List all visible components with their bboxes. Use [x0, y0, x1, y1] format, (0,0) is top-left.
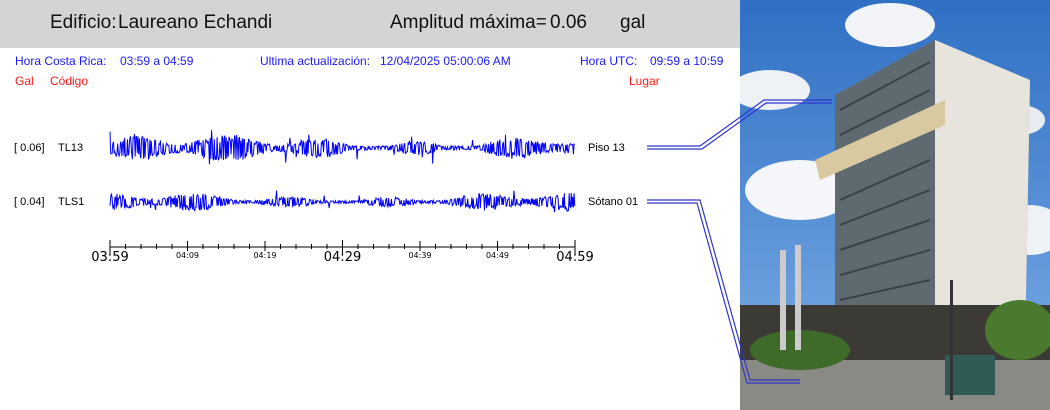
column-place: Lugar: [629, 74, 660, 88]
channel-1-code: TL13: [58, 142, 84, 154]
max-amplitude-value: 0.06: [550, 12, 587, 33]
time-tick-label-minor: 04:49: [486, 251, 509, 260]
time-tick-label-major: 03:59: [91, 250, 128, 265]
time-tick-label-major: 04:29: [324, 250, 361, 265]
header-bar: Edificio: Laureano Echandi Amplitud máxi…: [0, 0, 740, 48]
trace-tls1: [109, 190, 576, 213]
channel-1-amplitude: [ 0.06]: [14, 142, 45, 154]
channel-2-location: Sótano 01: [588, 196, 639, 208]
building-photo: [740, 0, 1050, 410]
time-tick-label-minor: 04:39: [408, 251, 431, 260]
column-gal: Gal: [15, 74, 34, 88]
max-amplitude-label: Amplitud máxima=: [390, 12, 547, 33]
channel-1-location: Piso 13: [588, 142, 625, 154]
building-label: Edificio:: [50, 12, 117, 33]
column-code: Código: [50, 74, 89, 88]
local-time-range: 03:59 a 04:59: [120, 54, 194, 68]
max-amplitude-unit: gal: [620, 12, 646, 33]
time-tick-label-major: 04:59: [556, 250, 593, 265]
utc-label: Hora UTC:: [580, 54, 638, 68]
trace-tl13: [109, 130, 576, 165]
utc-range: 09:59 a 10:59: [650, 54, 724, 68]
channel-2-amplitude: [ 0.04]: [14, 196, 45, 208]
channel-2-code: TLS1: [58, 196, 85, 208]
local-time-label: Hora Costa Rica:: [15, 54, 107, 68]
update-label: Ultima actualización:: [260, 54, 371, 68]
update-value: 12/04/2025 05:00:06 AM: [380, 54, 511, 68]
time-tick-label-minor: 04:09: [176, 251, 199, 260]
building-name: Laureano Echandi: [118, 12, 273, 33]
time-tick-label-minor: 04:19: [253, 251, 276, 260]
